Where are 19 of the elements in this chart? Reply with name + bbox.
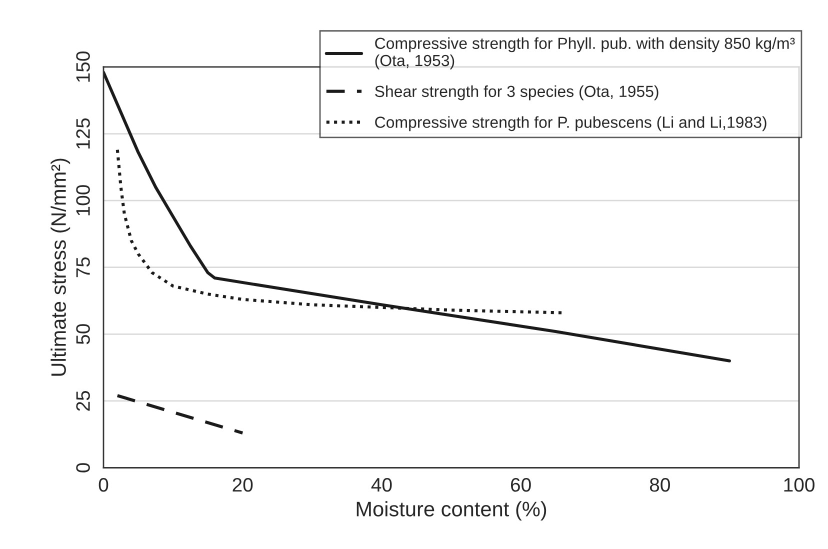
y-tick-label: 100 [76, 185, 90, 216]
y-tick-label: 75 [76, 257, 90, 278]
y-axis-title: Ultimate stress (N/mm²) [50, 158, 70, 376]
x-tick-label: 20 [232, 478, 253, 492]
x-axis-title: Moisture content (%) [356, 501, 546, 521]
legend-label: Compressive strength for Phyll. pub. with density 850 kg/m³ (Ota, 1953) [375, 37, 795, 70]
x-tick-label: 40 [371, 478, 392, 492]
y-tick-label: 25 [76, 390, 90, 411]
x-tick-label: 100 [784, 478, 814, 492]
y-tick-label: 150 [76, 52, 90, 82]
y-tick-label: 50 [76, 324, 90, 344]
line-series [116, 148, 564, 314]
legend-label: Shear strength for 3 species (Ota, 1955) [375, 85, 658, 100]
y-tick-label: 125 [76, 118, 90, 149]
x-tick-label: 80 [650, 478, 670, 492]
y-tick-label: 0 [76, 463, 90, 472]
x-tick-label: 0 [98, 478, 108, 492]
legend-label: Compressive strength for P. pubescens (Li and Li,1983) [375, 116, 766, 132]
x-tick-label: 60 [510, 478, 531, 492]
